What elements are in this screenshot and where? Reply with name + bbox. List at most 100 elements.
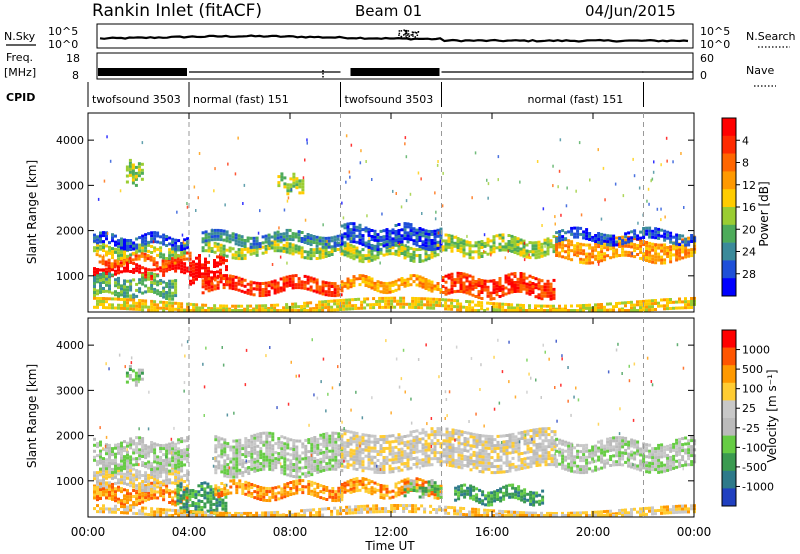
heatmap-cell <box>447 276 451 280</box>
heatmap-cell <box>394 233 398 236</box>
heatmap-cell <box>597 245 601 249</box>
heatmap-cell <box>330 253 334 256</box>
heatmap-cell <box>271 462 275 466</box>
heatmap-cell <box>687 300 690 304</box>
heatmap-cell <box>159 471 163 474</box>
heatmap-cell <box>283 460 287 464</box>
heatmap-cell <box>513 239 517 242</box>
heatmap-cell <box>168 469 172 473</box>
heatmap-cell <box>340 249 344 253</box>
heatmap-cell <box>414 306 418 309</box>
heatmap-cell <box>385 282 389 286</box>
heatmap-cell <box>153 237 157 241</box>
heatmap-cell <box>549 245 553 249</box>
heatmap-cell <box>450 278 454 282</box>
heatmap-cell <box>342 307 346 311</box>
heatmap-cell <box>295 457 299 461</box>
heatmap-cell <box>382 487 386 491</box>
heatmap-cell <box>337 489 341 493</box>
heatmap-cell <box>283 492 287 496</box>
heatmap-cell <box>603 258 607 262</box>
cpid-strip: CPID twofsound 3503 normal (fast) 151 twof… <box>6 82 644 107</box>
heatmap-cell <box>203 487 207 491</box>
heatmap-cell <box>129 304 133 308</box>
heatmap-cell <box>108 248 111 252</box>
heatmap-speck <box>417 171 420 175</box>
heatmap-cell <box>351 304 355 308</box>
heatmap-cell <box>141 455 145 458</box>
heatmap-cell <box>297 277 301 281</box>
heatmap-cell <box>513 236 517 239</box>
heatmap-cell <box>304 465 308 469</box>
heatmap-cell <box>327 242 331 246</box>
heatmap-cell <box>282 249 286 253</box>
heatmap-cell <box>340 463 344 467</box>
heatmap-cell <box>171 264 175 268</box>
heatmap-cell <box>642 305 645 309</box>
heatmap-cell <box>421 446 425 450</box>
heatmap-cell <box>207 243 211 247</box>
heatmap-cell <box>135 266 139 270</box>
heatmap-cell <box>415 486 419 490</box>
heatmap-cell <box>531 276 535 279</box>
heatmap-cell <box>370 440 374 444</box>
heatmap-cell <box>137 168 141 172</box>
heatmap-cell <box>681 247 685 251</box>
heatmap-cell <box>159 255 163 259</box>
heatmap-cell <box>334 443 338 447</box>
heatmap-cell <box>555 251 559 254</box>
heatmap-cell <box>379 450 383 454</box>
heatmap-cell <box>286 458 290 462</box>
heatmap-cell <box>215 504 219 508</box>
heatmap-cell <box>394 243 398 247</box>
heatmap-cell <box>453 281 457 285</box>
heatmap-cell <box>292 442 296 445</box>
heatmap-cell <box>253 460 257 464</box>
heatmap-cell <box>144 302 148 306</box>
heatmap-cell <box>250 437 254 441</box>
heatmap-cell <box>192 303 196 307</box>
heatmap-cell <box>174 463 178 467</box>
heatmap-cell <box>421 285 425 289</box>
heatmap-cell <box>209 488 213 492</box>
heatmap-cell <box>657 243 661 247</box>
heatmap-cell <box>373 440 377 444</box>
heatmap-cell <box>465 291 469 295</box>
heatmap-cell <box>192 263 195 267</box>
heatmap-speck <box>306 141 308 145</box>
heatmap-cell <box>657 230 661 234</box>
heatmap-cell <box>403 247 407 251</box>
heatmap-cell <box>180 250 184 253</box>
heatmap-cell <box>313 463 317 466</box>
heatmap-cell <box>424 244 428 248</box>
heatmap-cell <box>552 290 556 294</box>
heatmap-cell <box>471 278 475 282</box>
heatmap-cell <box>186 448 190 452</box>
heatmap-cell <box>241 465 245 469</box>
heatmap-cell <box>297 248 301 252</box>
heatmap-cell <box>235 457 239 461</box>
heatmap-cell <box>191 495 195 498</box>
heatmap-cell <box>268 490 272 494</box>
heatmap-cell <box>522 251 526 255</box>
heatmap-cell <box>294 247 298 251</box>
heatmap-cell <box>309 279 313 283</box>
heatmap-cell <box>306 236 310 239</box>
heatmap-cell <box>364 442 368 446</box>
heatmap-cell <box>262 431 266 435</box>
heatmap-cell <box>651 302 654 306</box>
heatmap-cell <box>531 253 535 257</box>
heatmap-cell <box>280 172 284 176</box>
heatmap-cell <box>102 475 105 479</box>
heatmap-cell <box>343 244 347 248</box>
heatmap-cell <box>312 238 316 241</box>
heatmap-cell <box>433 493 437 497</box>
heatmap-cell <box>483 285 487 289</box>
heatmap-cell <box>424 489 428 493</box>
heatmap-cell <box>204 263 207 267</box>
heatmap-cell <box>403 444 407 447</box>
heatmap-cell <box>318 239 322 243</box>
heatmap-cell <box>567 242 571 246</box>
heatmap-cell <box>229 457 233 461</box>
heatmap-cell <box>657 227 661 231</box>
